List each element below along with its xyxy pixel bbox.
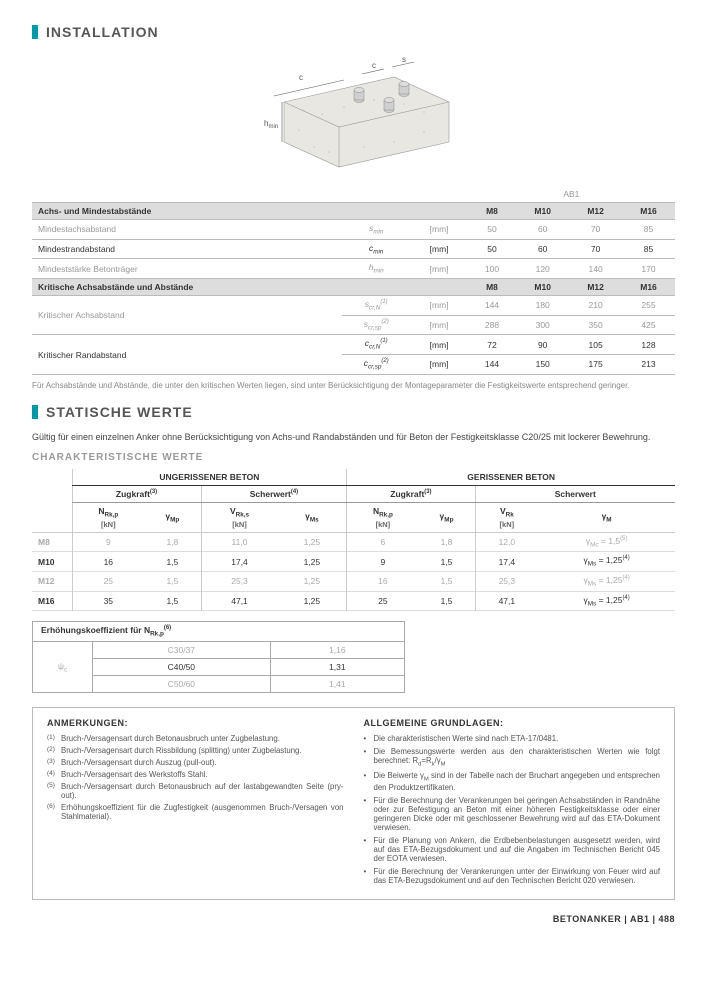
notes-left: ANMERKUNGEN: (1)Bruch-/Versagensart durc…	[47, 718, 344, 889]
characteristic-table: UNGERISSENER BETON GERISSENER BETON Zugk…	[32, 469, 675, 611]
accent-bar-icon	[32, 405, 38, 419]
notes-right: ALLGEMEINE GRUNDLAGEN: Die charakteristi…	[364, 718, 661, 889]
notes-box: ANMERKUNGEN: (1)Bruch-/Versagensart durc…	[32, 707, 675, 900]
section-installation-header: INSTALLATION	[32, 24, 675, 40]
page-footer: BETONANKER | AB1 | 488	[32, 914, 675, 924]
installation-diagram: c s c hmin	[32, 52, 675, 174]
svg-text:c: c	[372, 61, 376, 70]
svg-text:hmin: hmin	[264, 119, 278, 130]
characteristic-subhead: CHARAKTERISTISCHE WERTE	[32, 452, 675, 463]
svg-text:s: s	[402, 55, 406, 64]
spacing-table: AB1 Achs- und Mindestabstände M8M10M12M1…	[32, 186, 675, 375]
section-title: STATISCHE WERTE	[46, 404, 193, 420]
accent-bar-icon	[32, 25, 38, 39]
svg-text:c: c	[299, 73, 303, 82]
table1-note: Für Achsabstände und Abstände, die unter…	[32, 381, 675, 390]
coefficient-table: Erhöhungskoeffizient für NRk,p(6) ψc C30…	[32, 621, 405, 693]
section-static-header: STATISCHE WERTE	[32, 404, 675, 420]
section-title: INSTALLATION	[46, 24, 159, 40]
static-intro: Gültig für einen einzelnen Anker ohne Be…	[32, 432, 675, 442]
